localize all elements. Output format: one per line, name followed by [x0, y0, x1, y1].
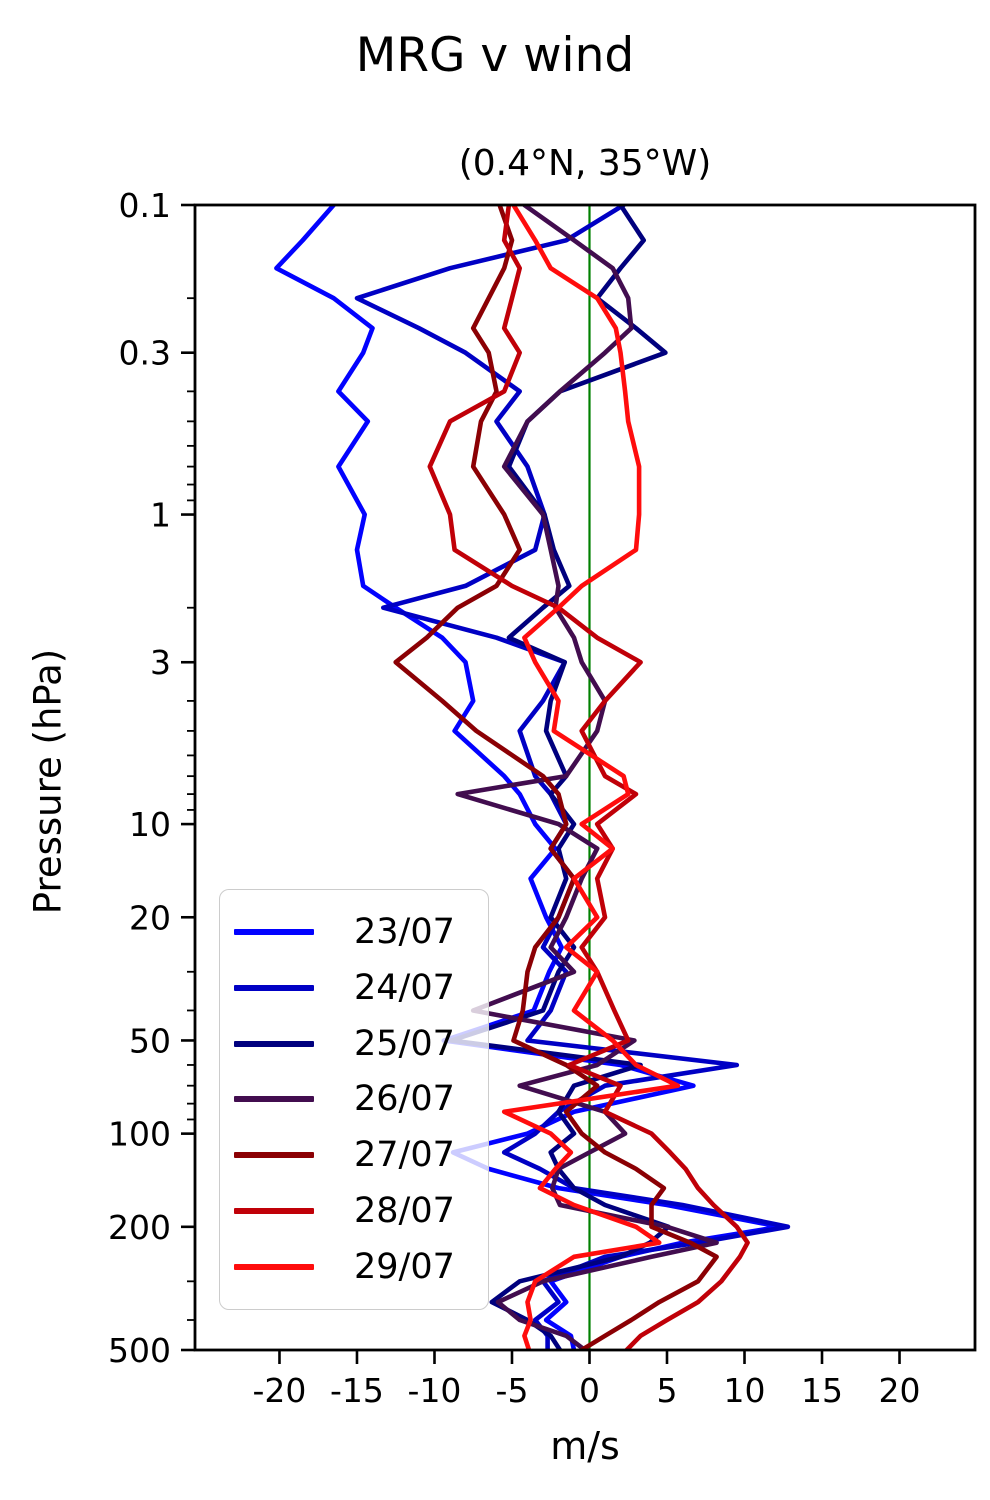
legend-item: 24/07 [234, 968, 488, 1008]
legend-label: 25/07 [354, 1023, 455, 1064]
series-line-29-07 [501, 205, 681, 1350]
legend-line-swatch [234, 1263, 314, 1270]
legend-label: 26/07 [354, 1079, 455, 1120]
axes-subtitle: (0.4°N, 35°W) [458, 143, 712, 184]
legend-item: 25/07 [234, 1024, 488, 1064]
x-tick-label: 20 [879, 1371, 921, 1410]
legend-line-swatch [234, 1096, 314, 1103]
x-tick-label: 15 [801, 1371, 843, 1410]
legend-line-swatch [234, 928, 314, 935]
y-axis-label: Pressure (hPa) [26, 648, 70, 915]
y-tick-label: 1 [150, 496, 171, 535]
y-tick-label: 200 [108, 1208, 171, 1247]
x-tick-label: 10 [724, 1371, 766, 1410]
y-tick-label: 10 [129, 805, 171, 844]
legend-label: 28/07 [354, 1191, 455, 1232]
legend-item: 26/07 [234, 1079, 488, 1119]
x-axis-label: m/s [550, 1424, 620, 1468]
legend-label: 27/07 [354, 1135, 455, 1176]
legend-line-swatch [234, 1152, 314, 1159]
legend-label: 23/07 [354, 911, 455, 952]
y-tick-label: 500 [108, 1331, 171, 1370]
figure-title: MRG v wind [355, 28, 635, 83]
x-tick-label: -10 [408, 1371, 462, 1410]
legend-label: 29/07 [354, 1246, 455, 1287]
y-tick-label: 100 [108, 1115, 171, 1154]
legend-line-swatch [234, 984, 314, 991]
legend-line-swatch [234, 1040, 314, 1047]
y-tick-label: 0.3 [119, 334, 171, 373]
y-tick-label: 3 [150, 643, 171, 682]
series-line-26-07 [455, 205, 719, 1350]
y-tick-label: 0.1 [119, 186, 171, 225]
legend-item: 27/07 [234, 1135, 488, 1175]
x-tick-label: 5 [656, 1371, 677, 1410]
x-tick-label: -5 [496, 1371, 529, 1410]
x-tick-label: -20 [253, 1371, 307, 1410]
legend-item: 23/07 [234, 912, 488, 952]
x-tick-label: -15 [330, 1371, 384, 1410]
x-tick-label: 0 [579, 1371, 600, 1410]
y-tick-label: 50 [129, 1021, 171, 1060]
series-line-28-07 [427, 205, 750, 1350]
y-tick-label: 20 [129, 898, 171, 937]
axes-spines [193, 203, 977, 1352]
legend-item: 28/07 [234, 1191, 488, 1231]
legend-box: 23/07 24/07 25/07 26/07 27/07 28/07 29/07 [219, 889, 489, 1310]
legend-label: 24/07 [354, 967, 455, 1008]
legend-item: 29/07 [234, 1247, 488, 1287]
legend-line-swatch [234, 1208, 314, 1215]
